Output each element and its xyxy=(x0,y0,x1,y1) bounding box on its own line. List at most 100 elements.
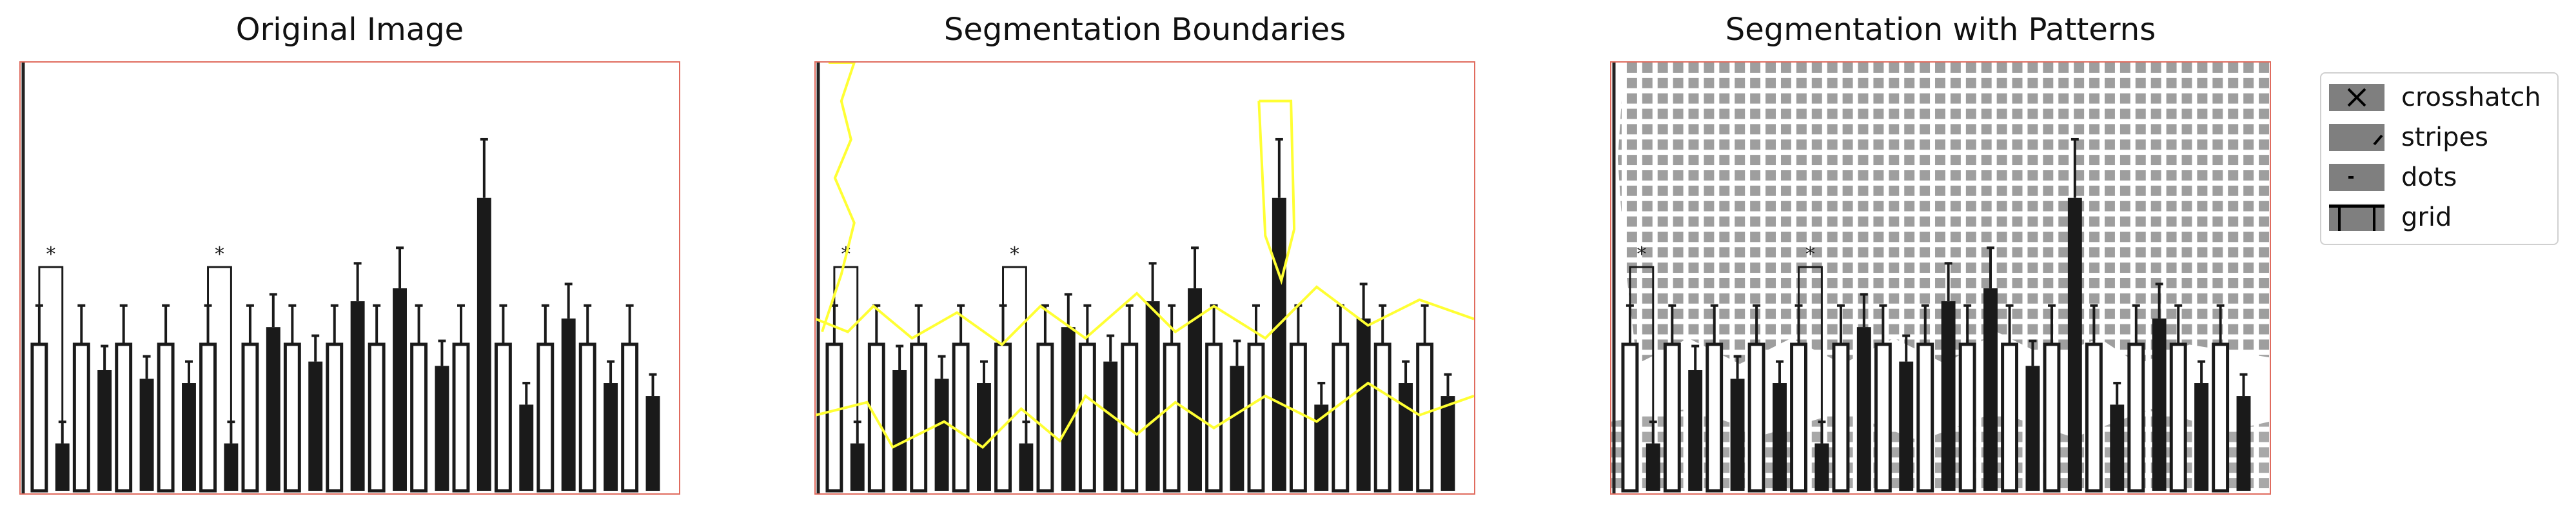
filled-bar xyxy=(1983,288,1998,491)
bars-patterns: * * xyxy=(1612,63,2251,493)
filled-bar xyxy=(1019,443,1034,491)
filled-bar xyxy=(2194,383,2209,491)
open-bar xyxy=(2169,342,2187,493)
bars-boundaries: * * xyxy=(816,63,1455,493)
open-bar xyxy=(825,342,843,493)
filled-bar xyxy=(892,370,907,491)
legend-label: dots xyxy=(2401,163,2457,192)
significance-bracket xyxy=(38,266,64,422)
filled-bar xyxy=(1061,327,1076,491)
open-bar xyxy=(1916,342,1934,493)
filled-bar xyxy=(934,379,949,491)
filled-bar xyxy=(1440,396,1455,491)
filled-bar xyxy=(308,361,323,491)
open-bar xyxy=(2212,342,2230,493)
filled-bar xyxy=(1188,288,1202,491)
filled-bar xyxy=(1773,383,1787,491)
filled-bar xyxy=(1356,318,1371,491)
filled-bar xyxy=(266,327,280,491)
filled-bar xyxy=(2025,366,2040,491)
significance-bracket xyxy=(1798,266,1823,422)
open-bar xyxy=(30,342,48,493)
filled-bar xyxy=(1272,197,1286,491)
significance-bracket xyxy=(833,266,859,422)
bars-original: * * xyxy=(21,63,660,493)
chart-patterns: * * xyxy=(1611,63,2270,493)
open-bar xyxy=(1621,342,1639,493)
filled-bar xyxy=(1899,361,1914,491)
open-bar xyxy=(1205,342,1223,493)
legend: crosshatch stripes dots grid xyxy=(2320,72,2559,245)
filled-bar xyxy=(2110,404,2125,491)
legend-label: crosshatch xyxy=(2401,83,2541,112)
filled-bar xyxy=(561,318,576,491)
filled-bar xyxy=(1646,443,1660,491)
chart-original: * * xyxy=(21,63,660,493)
open-bar xyxy=(368,342,386,493)
filled-bar xyxy=(1314,404,1329,491)
open-bar xyxy=(72,342,90,493)
significance-star: * xyxy=(1010,243,1019,266)
open-bar xyxy=(283,342,301,493)
open-bar xyxy=(115,342,133,493)
open-bar xyxy=(1121,342,1139,493)
open-bar xyxy=(621,342,639,493)
open-bar xyxy=(578,342,596,493)
open-bar xyxy=(1832,342,1850,493)
filled-bar xyxy=(2152,318,2167,491)
boundary-contours xyxy=(816,63,1474,450)
open-bar xyxy=(1078,342,1096,493)
open-bar xyxy=(410,342,428,493)
filled-bar xyxy=(393,288,407,491)
open-bar xyxy=(157,342,175,493)
filled-bar xyxy=(850,443,865,491)
open-bar xyxy=(1332,342,1350,493)
filled-bar xyxy=(97,370,112,491)
open-bar xyxy=(1373,342,1391,493)
dots-swatch-icon xyxy=(2329,164,2384,191)
filled-bar xyxy=(350,301,365,491)
open-bar xyxy=(494,342,512,493)
legend-item-grid: grid xyxy=(2329,201,2452,233)
grid-swatch-icon xyxy=(2329,204,2384,231)
filled-bar xyxy=(182,383,196,491)
filled-bar xyxy=(55,443,70,491)
open-bar xyxy=(1416,342,1434,493)
filled-bar xyxy=(977,383,991,491)
filled-bar xyxy=(1688,370,1703,491)
boundary-mid xyxy=(816,285,1474,346)
open-bar xyxy=(1247,342,1265,493)
stripes-swatch-icon xyxy=(2329,124,2384,151)
filled-bar xyxy=(1230,366,1244,491)
boundary-lower xyxy=(816,381,1474,450)
filled-bar xyxy=(1856,327,1871,491)
crosshatch-swatch-icon xyxy=(2329,84,2384,111)
legend-item-crosshatch: crosshatch xyxy=(2329,81,2541,114)
filled-bar xyxy=(1814,443,1829,491)
open-bar xyxy=(452,342,470,493)
open-bar xyxy=(2043,342,2061,493)
open-bar xyxy=(1163,342,1181,493)
filled-bar xyxy=(645,396,660,491)
legend-item-dots: dots xyxy=(2329,161,2457,193)
filled-bar xyxy=(1730,379,1745,491)
open-bar xyxy=(1747,342,1765,493)
open-bar xyxy=(199,342,217,493)
open-bar xyxy=(2085,342,2103,493)
title-patterns: Segmentation with Patterns xyxy=(1725,12,2156,48)
boundary-upper xyxy=(821,63,856,333)
filled-bar xyxy=(1145,301,1160,491)
significance-star: * xyxy=(215,243,224,266)
filled-bar xyxy=(2236,396,2251,491)
filled-bar xyxy=(1399,383,1413,491)
title-original: Original Image xyxy=(235,12,464,48)
significance-star: * xyxy=(1637,243,1646,266)
panel-boundaries: * * xyxy=(814,61,1475,495)
filled-bar xyxy=(1941,301,1956,491)
open-bar xyxy=(326,342,344,493)
filled-bar xyxy=(435,366,449,491)
panel-patterns: * * xyxy=(1610,61,2271,495)
filled-bar xyxy=(139,379,154,491)
chart-boundaries: * * xyxy=(816,63,1474,493)
filled-bar xyxy=(1103,361,1118,491)
